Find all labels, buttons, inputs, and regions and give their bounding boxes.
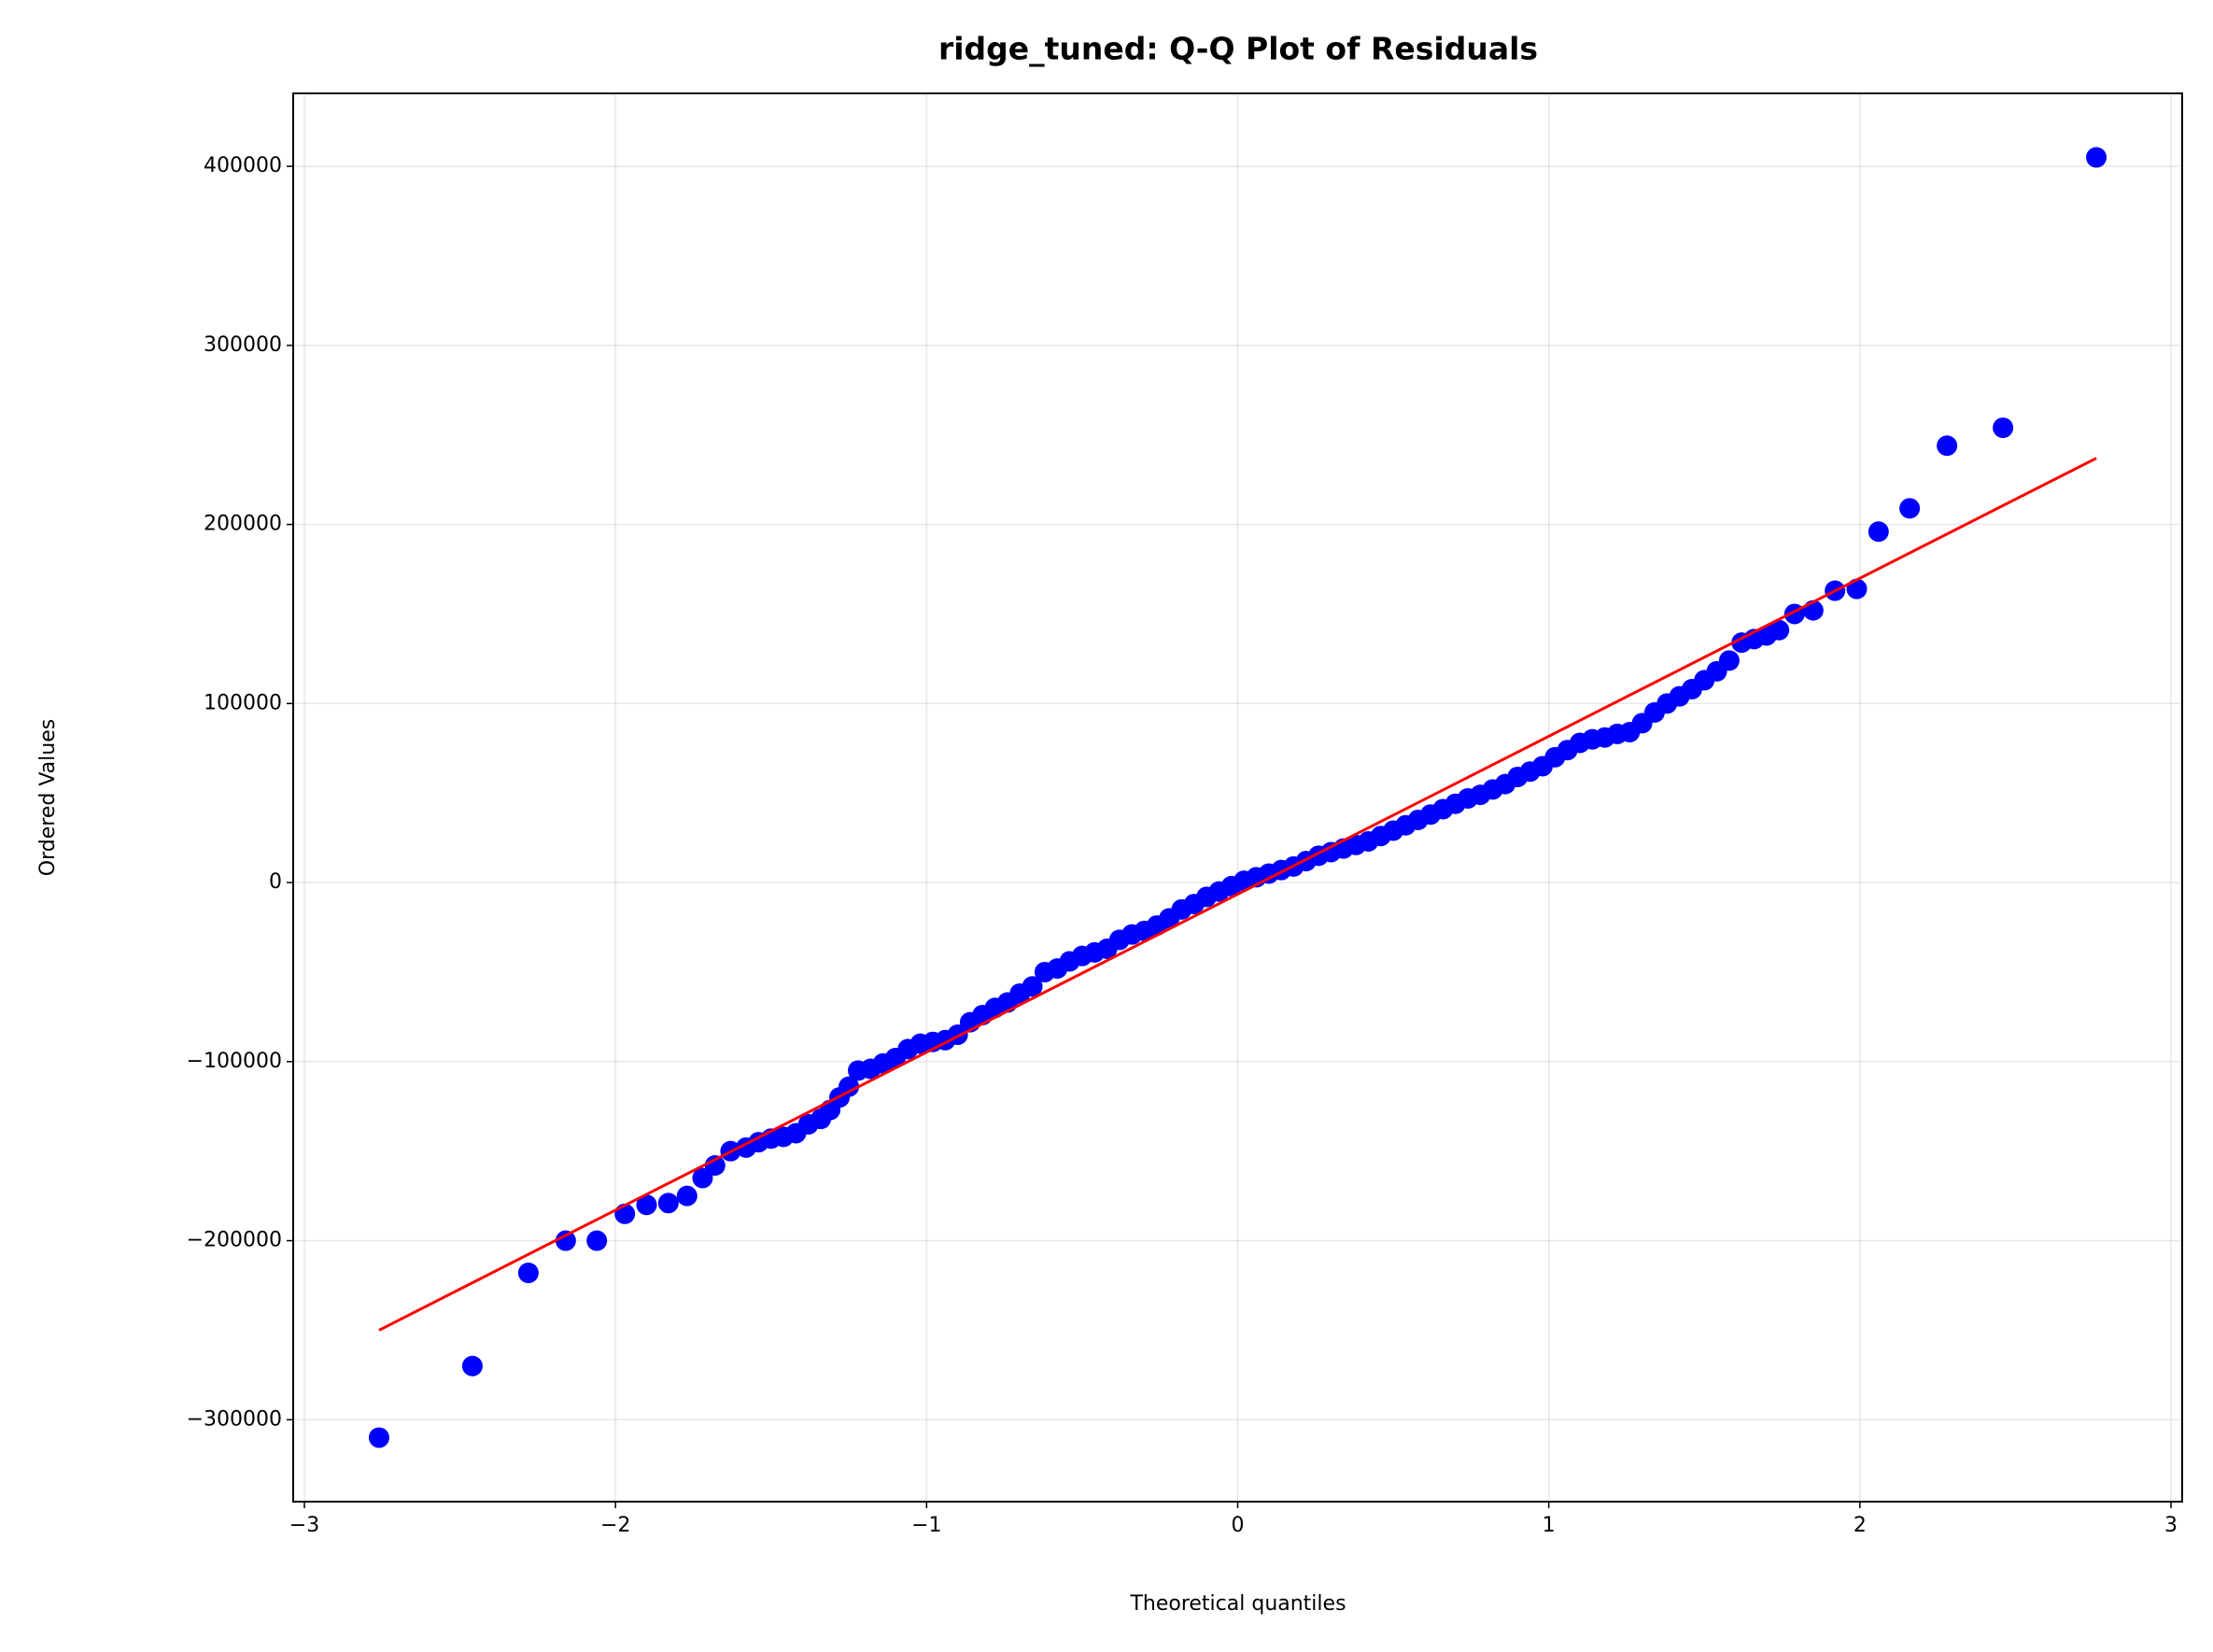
point bbox=[1718, 650, 1740, 671]
y-tick-label: −200000 bbox=[187, 1229, 282, 1252]
y-tick-label: 200000 bbox=[204, 513, 282, 536]
plot-frame bbox=[292, 92, 2183, 1503]
point bbox=[1022, 976, 1043, 997]
point bbox=[517, 1263, 539, 1284]
chart-title: ridge_tuned: Q-Q Plot of Residuals bbox=[938, 31, 1538, 67]
point bbox=[1868, 521, 1889, 543]
point bbox=[1937, 435, 1958, 457]
point bbox=[586, 1230, 608, 1251]
fit-line bbox=[378, 457, 2097, 1332]
point bbox=[704, 1155, 726, 1177]
x-tick-label: 0 bbox=[1232, 1514, 1245, 1537]
y-tick-label: −300000 bbox=[187, 1407, 282, 1431]
point bbox=[461, 1355, 483, 1377]
x-tick-label: 3 bbox=[2164, 1514, 2178, 1537]
point bbox=[1846, 578, 1868, 600]
x-tick-label: −1 bbox=[911, 1514, 941, 1537]
point bbox=[1899, 498, 1921, 519]
point bbox=[636, 1194, 657, 1216]
y-tick-label: −100000 bbox=[187, 1050, 282, 1073]
point bbox=[555, 1230, 576, 1251]
point bbox=[368, 1427, 389, 1448]
y-tick-label: 100000 bbox=[204, 691, 282, 714]
y-tick-label: 0 bbox=[269, 870, 282, 894]
point bbox=[1769, 619, 1790, 641]
point bbox=[1993, 417, 2014, 439]
y-tick-label: 300000 bbox=[204, 333, 282, 357]
x-axis-label: Theoretical quantiles bbox=[1129, 1592, 1346, 1616]
point bbox=[2086, 147, 2107, 168]
point bbox=[692, 1167, 713, 1189]
point bbox=[839, 1076, 860, 1097]
point bbox=[676, 1185, 698, 1207]
y-axis-label: Ordered Values bbox=[36, 719, 60, 876]
point bbox=[657, 1193, 679, 1214]
x-tick-label: −3 bbox=[289, 1514, 319, 1537]
x-tick-label: 2 bbox=[1854, 1514, 1867, 1537]
y-tick-label: 400000 bbox=[204, 154, 282, 177]
x-tick-label: −2 bbox=[600, 1514, 630, 1537]
x-tick-label: 1 bbox=[1543, 1514, 1556, 1537]
